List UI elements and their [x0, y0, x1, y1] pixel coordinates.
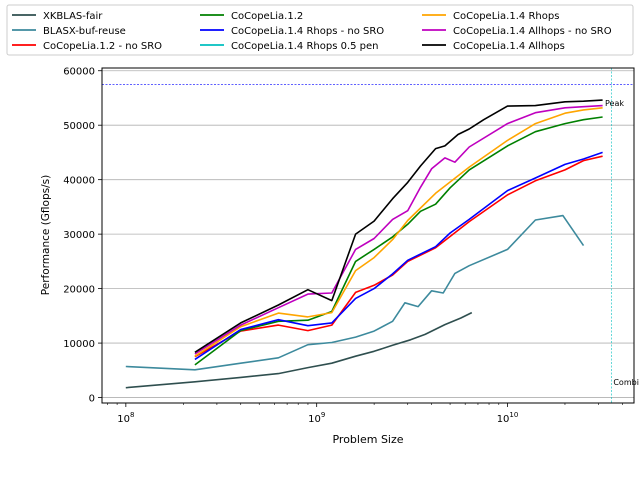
x-tick-label: 109 — [308, 411, 325, 425]
reference-lines: Peak Combi — [102, 68, 639, 403]
y-tick-label: 60000 — [63, 67, 95, 78]
y-tick-label: 40000 — [63, 176, 95, 187]
y-tick-label: 20000 — [63, 285, 95, 296]
y-tick-label: 50000 — [63, 121, 95, 132]
legend: XKBLAS-fair BLASX-buf-reuse CoCopeLia.1.2 … — [6, 4, 634, 56]
x-tick-label: 108 — [117, 411, 134, 425]
legend-label: CoCopeLia.1.2 - no SRO — [43, 41, 162, 52]
y-tick-label: 10000 — [63, 339, 95, 350]
legend-label: XKBLAS-fair — [43, 11, 103, 22]
grid-layer — [102, 70, 634, 398]
series-line-0 — [125, 311, 473, 389]
x-axis-label: Problem Size — [332, 433, 403, 446]
legend-box — [6, 4, 634, 56]
combined-label: Combi — [613, 378, 639, 387]
legend-label: CoCopeLia.1.4 Allhops - no SRO — [453, 26, 612, 37]
plot-frame — [101, 67, 635, 404]
series-line-7 — [194, 104, 603, 355]
series-line-1 — [125, 214, 585, 371]
peak-label: Peak — [605, 99, 624, 108]
y-axis-label: Performance (Gflops/s) — [40, 175, 52, 295]
legend-label: BLASX-buf-reuse — [43, 26, 126, 37]
series-line-4 — [194, 151, 603, 361]
y-tick-label: 0 — [89, 394, 95, 405]
series-layer — [125, 99, 603, 389]
x-tick-label: 1010 — [497, 411, 519, 425]
series-line-2 — [194, 155, 603, 358]
legend-label: CoCopeLia.1.2 — [231, 11, 303, 22]
legend-label: CoCopeLia.1.4 Rhops 0.5 pen — [231, 41, 379, 52]
series-line-6 — [194, 107, 603, 357]
series-line-3 — [194, 116, 603, 366]
series-line-8 — [194, 99, 603, 353]
legend-label: CoCopeLia.1.4 Rhops — [453, 11, 559, 22]
axis-layer: 0 10000 20000 30000 40000 50000 60000 108 109 101… — [63, 67, 623, 425]
y-tick-label: 30000 — [63, 230, 95, 241]
legend-label: CoCopeLia.1.4 Allhops — [453, 41, 565, 52]
legend-label: CoCopeLia.1.4 Rhops - no SRO — [231, 26, 384, 37]
